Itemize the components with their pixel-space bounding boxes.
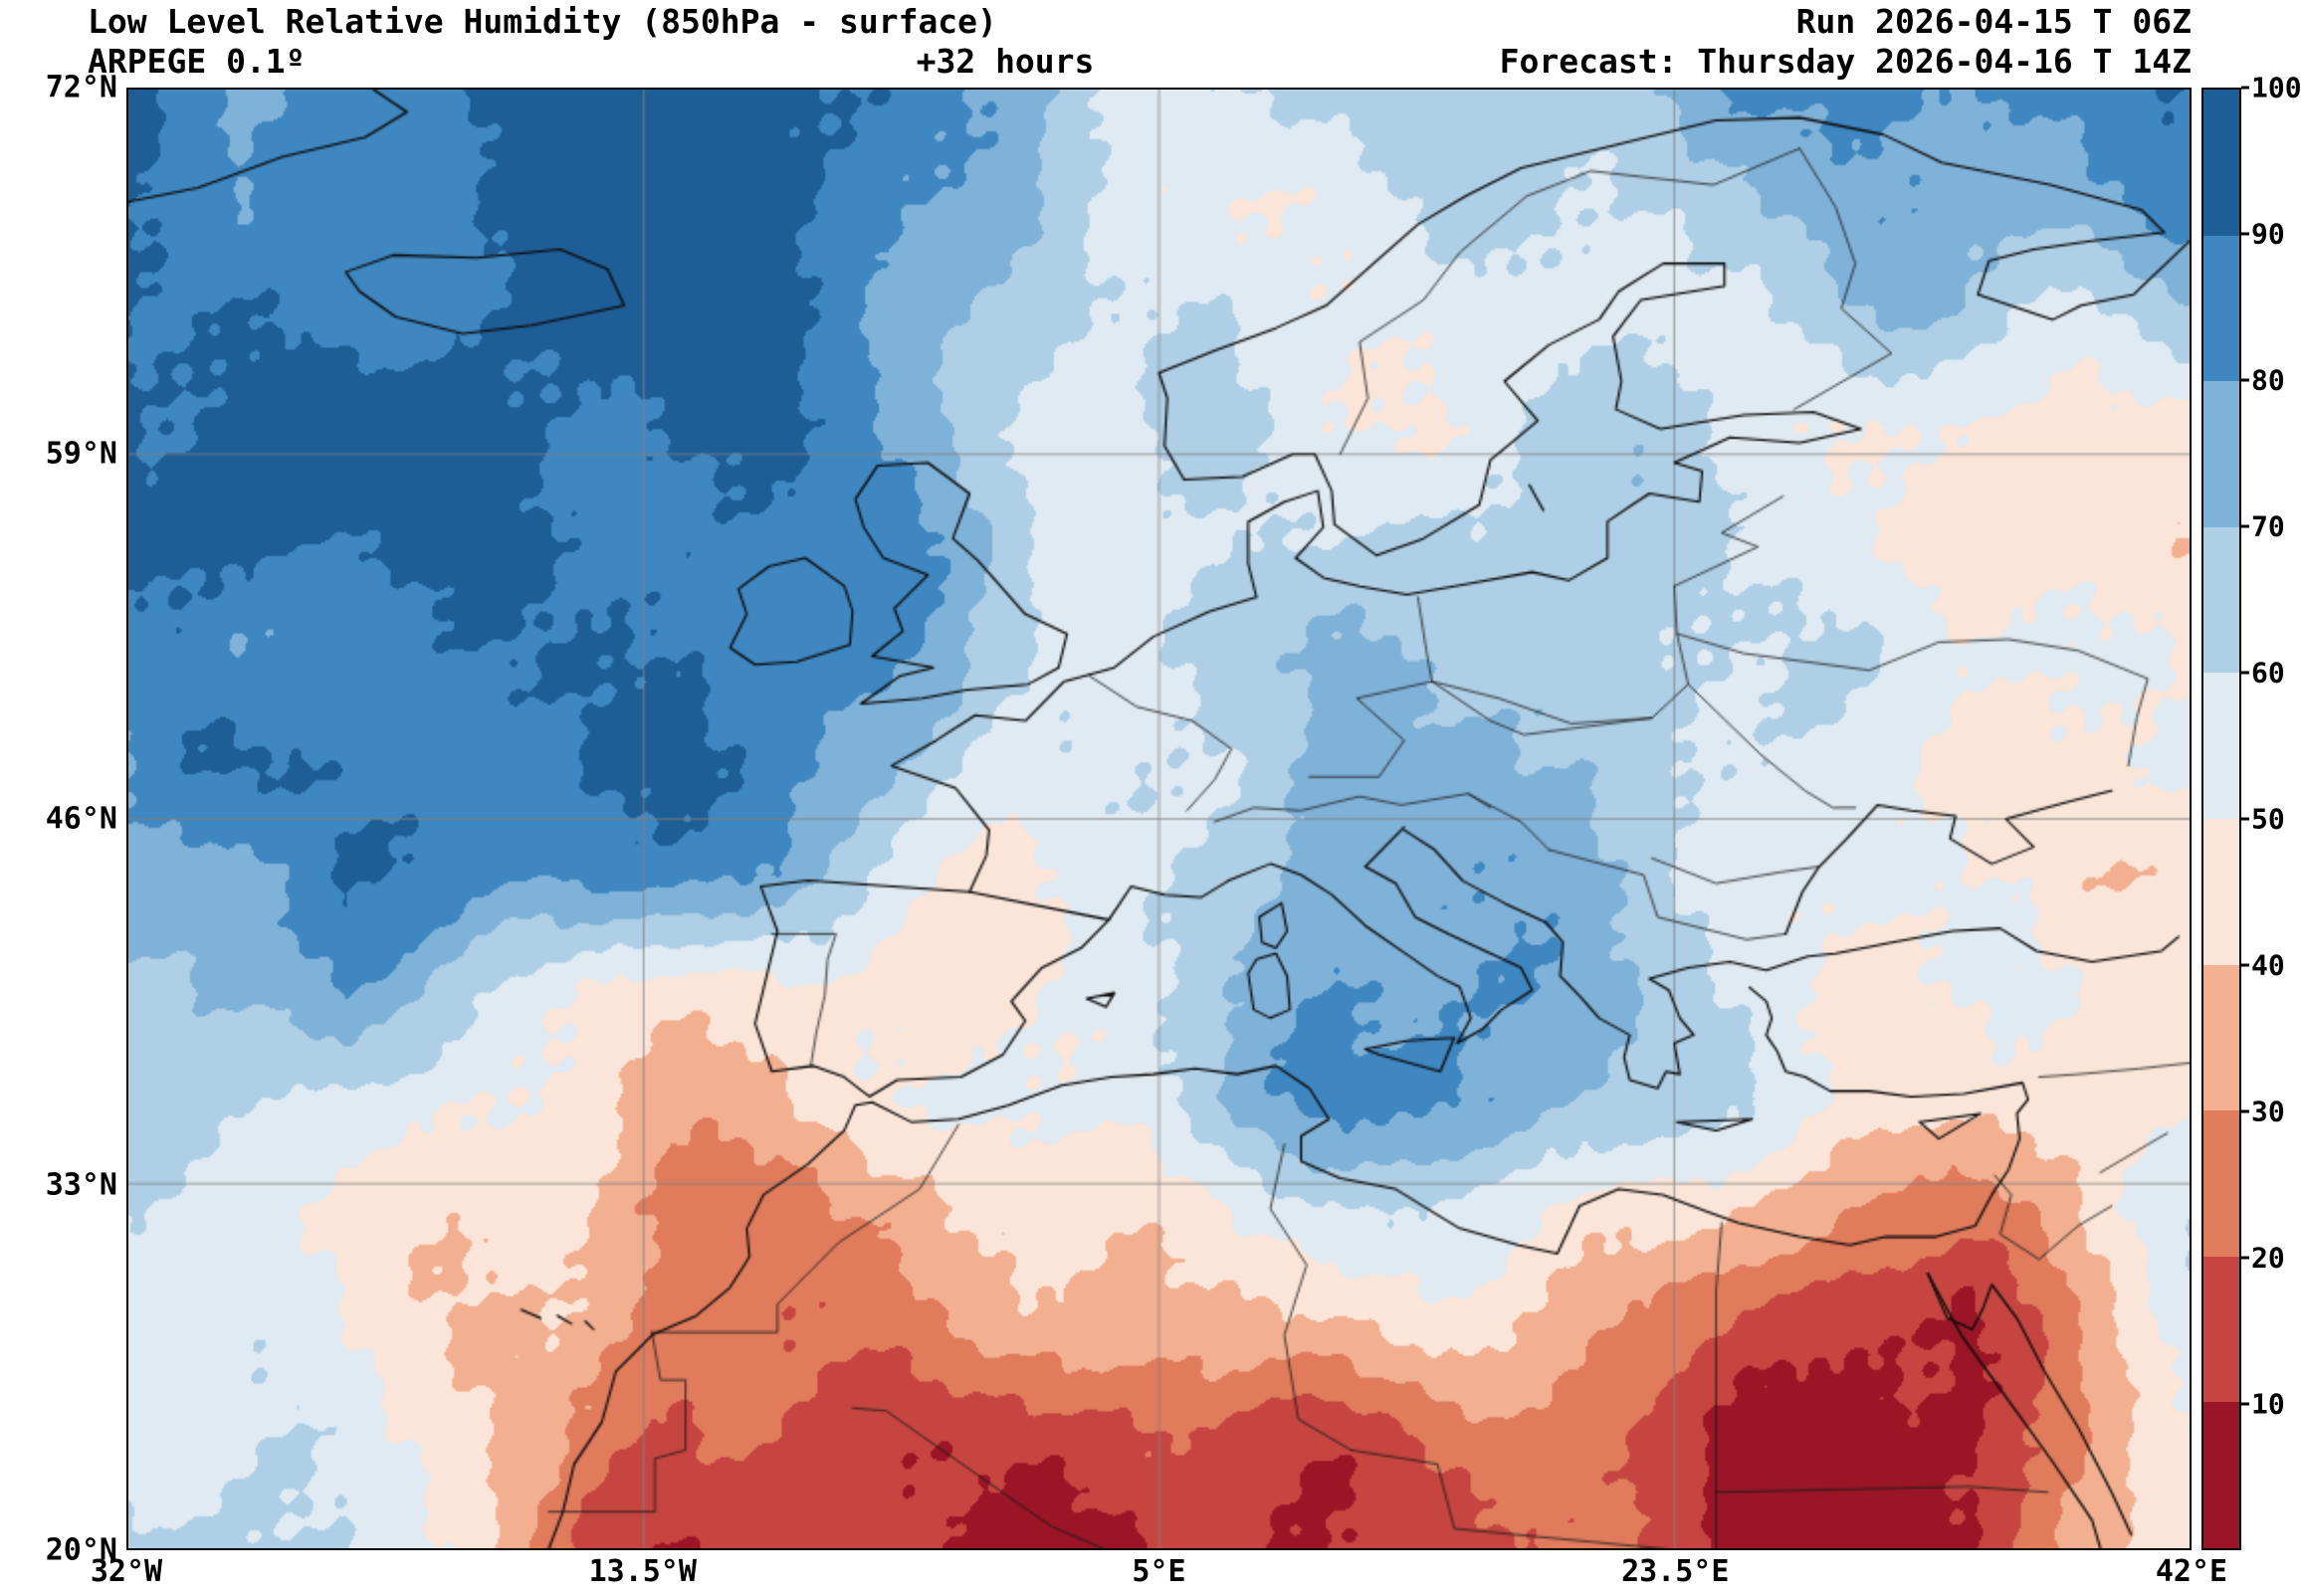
colorbar-tick bbox=[2241, 232, 2249, 236]
colorbar-segment bbox=[2203, 235, 2239, 382]
colorbar-tick bbox=[2241, 1109, 2249, 1113]
colorbar-tick-label: 40 bbox=[2251, 948, 2285, 982]
colorbar-tick-label: 50 bbox=[2251, 802, 2285, 836]
colorbar-segment bbox=[2203, 526, 2239, 674]
y-axis-tick-label: 72°N bbox=[45, 70, 117, 105]
colorbar-tick bbox=[2241, 963, 2249, 967]
map-plot bbox=[126, 88, 2192, 1550]
y-axis-tick-label: 33°N bbox=[45, 1167, 117, 1202]
colorbar-tick-label: 100 bbox=[2251, 71, 2302, 104]
colorbar-tick bbox=[2241, 817, 2249, 821]
x-axis-tick-label: 42°E bbox=[2155, 1554, 2228, 1589]
colorbar-segment bbox=[2203, 1402, 2239, 1548]
colorbar bbox=[2201, 88, 2241, 1550]
colorbar-tick bbox=[2241, 86, 2249, 90]
map-title: Low Level Relative Humidity (850hPa - su… bbox=[88, 2, 997, 41]
colorbar-tick-label: 10 bbox=[2251, 1387, 2285, 1421]
colorbar-tick-label: 90 bbox=[2251, 217, 2285, 251]
x-axis-tick-label: 13.5°W bbox=[588, 1554, 697, 1589]
colorbar-tick-label: 80 bbox=[2251, 363, 2285, 397]
colorbar-segment bbox=[2203, 90, 2239, 236]
colorbar-segment bbox=[2203, 381, 2239, 527]
colorbar-segment bbox=[2203, 673, 2239, 819]
forecast-valid-time: Forecast: Thursday 2026-04-16 T 14Z bbox=[1499, 42, 2192, 81]
forecast-lead-time: +32 hours bbox=[916, 42, 1095, 81]
model-label: ARPEGE 0.1º bbox=[88, 42, 306, 81]
y-axis-tick-label: 59°N bbox=[45, 436, 117, 471]
colorbar-segment bbox=[2203, 1110, 2239, 1257]
colorbar-tick-label: 20 bbox=[2251, 1241, 2285, 1275]
x-axis-tick-label: 23.5°E bbox=[1621, 1554, 1730, 1589]
colorbar-tick-label: 60 bbox=[2251, 656, 2285, 690]
colorbar-tick-label: 70 bbox=[2251, 509, 2285, 543]
colorbar-segment bbox=[2203, 964, 2239, 1111]
humidity-field-canvas bbox=[128, 90, 2190, 1548]
colorbar-tick-label: 30 bbox=[2251, 1095, 2285, 1128]
x-axis-tick-label: 5°E bbox=[1132, 1554, 1186, 1589]
colorbar-tick bbox=[2241, 524, 2249, 528]
colorbar-tick bbox=[2241, 1256, 2249, 1260]
colorbar-tick bbox=[2241, 1402, 2249, 1406]
x-axis-tick-label: 32°W bbox=[90, 1554, 163, 1589]
colorbar-tick bbox=[2241, 378, 2249, 382]
colorbar-tick bbox=[2241, 671, 2249, 675]
y-axis-tick-label: 46°N bbox=[45, 801, 117, 837]
run-timestamp: Run 2026-04-15 T 06Z bbox=[1795, 2, 2192, 41]
colorbar-segment bbox=[2203, 818, 2239, 965]
colorbar-segment bbox=[2203, 1256, 2239, 1403]
y-axis-tick-label: 20°N bbox=[45, 1532, 117, 1568]
